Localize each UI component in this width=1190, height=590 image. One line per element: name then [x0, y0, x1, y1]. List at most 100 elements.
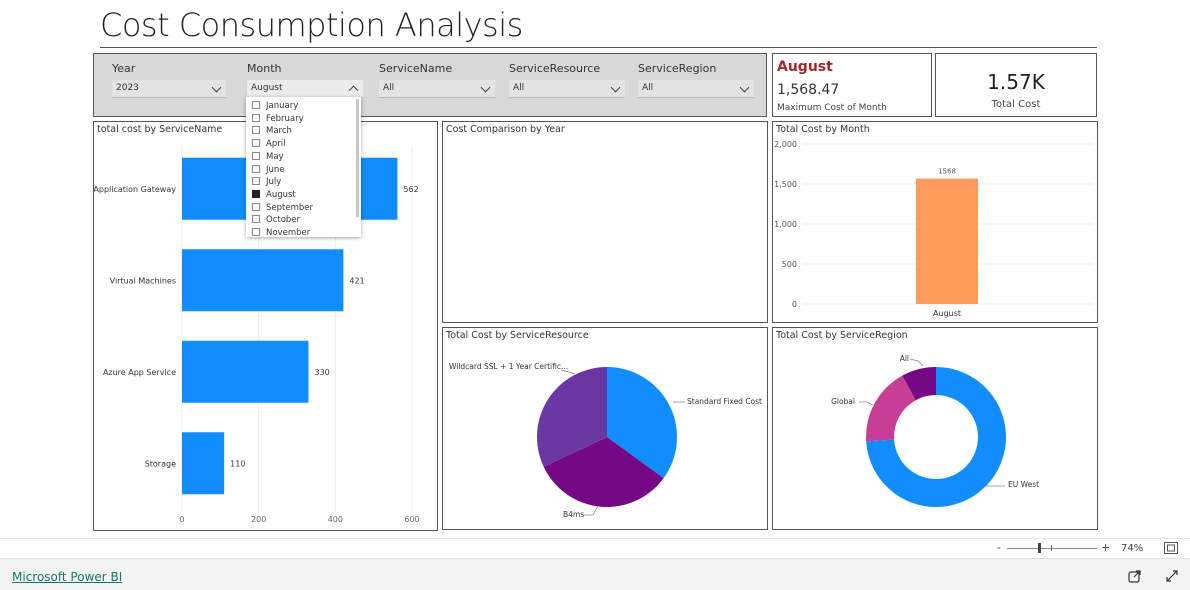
leader-line	[859, 401, 874, 406]
pie-slice[interactable]	[543, 437, 664, 507]
serviceresource-dropdown[interactable]: All	[509, 80, 625, 98]
serviceresource-slicer-label: ServiceResource	[509, 62, 601, 75]
zoom-slider-track[interactable]	[1007, 548, 1097, 549]
month-option[interactable]: September	[252, 202, 313, 215]
slice-label: Wildcard SSL + 1 Year Certific...	[449, 362, 568, 371]
month-option[interactable]: July	[252, 177, 281, 189]
chevron-up-icon	[348, 85, 359, 96]
footer: Microsoft Power BI	[0, 558, 1190, 590]
month-chart-card: Total Cost by Month 0 500 1,000 1,500 2,000 1…	[772, 121, 1098, 323]
data-label: 421	[349, 276, 364, 285]
category-label: August	[933, 309, 961, 318]
servicename-chart-title: total cost by ServiceName	[97, 124, 223, 135]
bar[interactable]	[182, 432, 225, 495]
serviceregion-dropdown[interactable]: All	[638, 80, 754, 98]
fit-to-page-icon[interactable]	[1164, 542, 1178, 554]
filter-bar: Year 2023 Month August ServiceName All S…	[93, 53, 767, 117]
y-tick-label: 0	[792, 300, 797, 309]
month-dropdown[interactable]: August	[247, 80, 363, 98]
month-option-label: August	[266, 189, 296, 200]
checkbox-icon[interactable]	[252, 228, 260, 236]
checkbox-icon[interactable]	[252, 202, 260, 211]
bar[interactable]	[916, 178, 978, 304]
month-option[interactable]: November	[252, 228, 310, 237]
slice-label: All	[900, 354, 909, 363]
month-option[interactable]: April	[252, 139, 285, 151]
power-bi-link[interactable]: Microsoft Power BI	[12, 570, 123, 584]
pie-slice[interactable]	[866, 367, 1006, 507]
pie-slice[interactable]	[607, 367, 677, 479]
month-option-label: July	[266, 177, 282, 188]
zoom-out-button[interactable]: -	[997, 541, 1001, 554]
max-cost-label: Maximum Cost of Month	[777, 103, 887, 113]
serviceregion-chart-card: Total Cost by ServiceRegion EU West Globa…	[772, 327, 1098, 530]
max-cost-month: August	[777, 59, 833, 75]
checkbox-icon[interactable]	[252, 126, 260, 135]
checkbox-icon[interactable]	[252, 189, 260, 198]
y-tick-label: 2,000	[774, 140, 797, 149]
max-cost-card: August 1,568.47 Maximum Cost of Month	[772, 53, 932, 117]
checkbox-icon[interactable]	[252, 164, 260, 173]
checkbox-icon[interactable]	[252, 177, 260, 186]
year-slicer-label: Year	[112, 62, 136, 75]
bar[interactable]	[182, 340, 309, 403]
checkbox-icon[interactable]	[252, 139, 260, 148]
data-label: 562	[403, 185, 418, 194]
x-tick-label: 200	[251, 515, 266, 524]
share-icon[interactable]	[1128, 569, 1142, 583]
pie-slice[interactable]	[902, 367, 936, 401]
month-option-label: May	[266, 151, 284, 162]
serviceregion-slicer-label: ServiceRegion	[638, 62, 717, 75]
cost-comparison-title: Cost Comparison by Year	[446, 124, 565, 135]
month-option[interactable]: March	[252, 126, 292, 138]
year-dropdown[interactable]: 2023	[112, 80, 226, 98]
checkbox-icon[interactable]	[252, 113, 260, 122]
y-tick-label: 1,000	[774, 220, 797, 229]
month-option-label: June	[266, 164, 285, 175]
month-option[interactable]: June	[252, 164, 285, 177]
zoom-slider-thumb[interactable]	[1038, 543, 1041, 553]
month-option-label: February	[266, 113, 304, 124]
page-title: Cost Consumption Analysis	[100, 6, 523, 44]
cost-comparison-card: Cost Comparison by Year	[442, 121, 768, 323]
total-cost-label: Total Cost	[991, 99, 1041, 110]
chevron-down-icon	[739, 82, 750, 93]
month-option-label: March	[266, 126, 292, 137]
month-option-label: October	[266, 215, 301, 226]
month-option[interactable]: May	[252, 151, 284, 164]
serviceresource-chart-title: Total Cost by ServiceResource	[446, 330, 589, 341]
pie-slice[interactable]	[866, 375, 916, 442]
month-option[interactable]: February	[252, 113, 304, 126]
servicename-bar-chart: 0 200 400 600 Application Gateway 562 Virtual …	[94, 146, 420, 524]
category-label: Virtual Machines	[110, 276, 176, 285]
slice-label: EU West	[1008, 480, 1039, 489]
month-option-label: April	[266, 139, 286, 150]
total-cost-card: 1.57K Total Cost	[935, 53, 1097, 117]
slice-label: Global	[831, 397, 855, 406]
bar[interactable]	[182, 249, 344, 312]
checkbox-icon[interactable]	[252, 101, 260, 109]
x-tick-label: 400	[328, 515, 343, 524]
month-option[interactable]: August	[252, 189, 296, 202]
month-option-label: November	[266, 228, 311, 237]
month-option[interactable]: January	[252, 101, 298, 113]
pie-slice[interactable]	[537, 367, 607, 467]
month-option[interactable]: October	[252, 215, 300, 227]
servicename-dropdown[interactable]: All	[379, 80, 495, 98]
fullscreen-icon[interactable]	[1165, 569, 1179, 583]
serviceresource-dropdown-value: All	[513, 83, 525, 93]
month-bar-chart: 0 500 1,000 1,500 2,000 1568 August	[774, 140, 1093, 318]
leader-line	[583, 505, 599, 516]
slice-label: Standard Fixed Cost	[687, 397, 762, 406]
leader-line	[909, 358, 924, 367]
servicename-slicer-label: ServiceName	[379, 62, 453, 75]
month-dropdown-scrollbar[interactable]	[356, 99, 359, 217]
y-tick-label: 1,500	[774, 180, 797, 189]
category-label: Application Gateway	[94, 185, 176, 194]
checkbox-icon[interactable]	[252, 151, 260, 160]
x-tick-label: 0	[179, 515, 184, 524]
zoom-in-button[interactable]: +	[1101, 541, 1111, 554]
checkbox-icon[interactable]	[252, 215, 260, 224]
serviceregion-donut-chart: EU West Global All	[831, 354, 1039, 507]
month-dropdown-list: January February March April May June July Augu…	[246, 97, 361, 237]
